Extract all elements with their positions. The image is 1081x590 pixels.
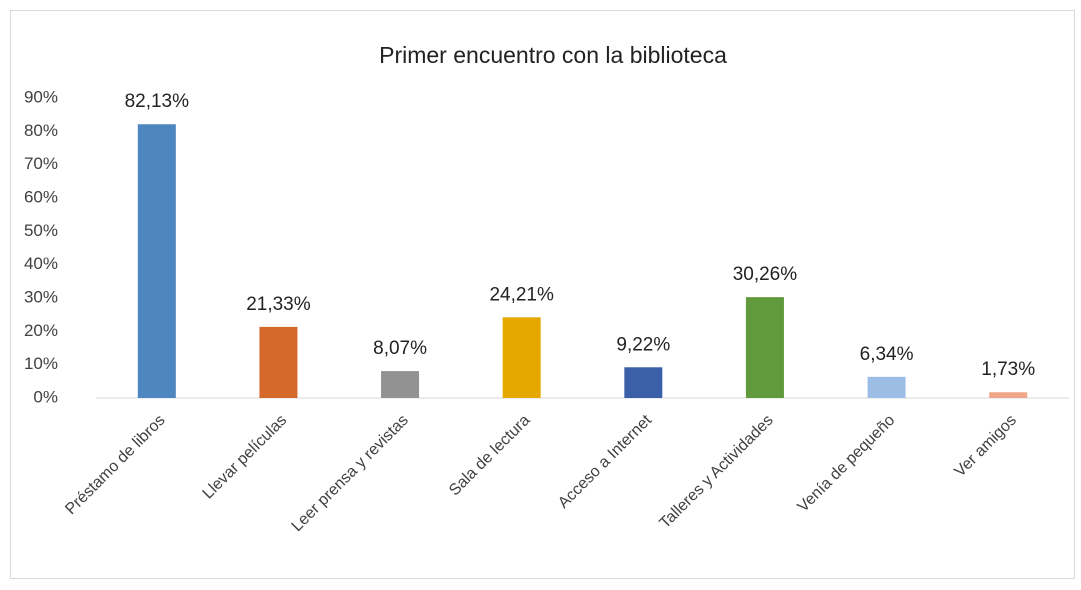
data-label: 1,73% bbox=[981, 359, 1035, 380]
y-tick-label: 70% bbox=[24, 154, 58, 173]
bar bbox=[867, 376, 906, 398]
y-tick-label: 0% bbox=[33, 387, 58, 406]
y-tick-label: 30% bbox=[24, 287, 58, 306]
y-tick-label: 20% bbox=[24, 321, 58, 340]
data-label: 24,21% bbox=[489, 284, 554, 305]
bar bbox=[745, 297, 784, 398]
chart-border bbox=[10, 10, 1075, 579]
bar bbox=[989, 392, 1028, 398]
data-label: 30,26% bbox=[733, 264, 798, 285]
data-label: 9,22% bbox=[616, 334, 670, 355]
bar bbox=[381, 371, 420, 398]
data-label: 8,07% bbox=[373, 338, 427, 359]
data-label: 6,34% bbox=[860, 344, 914, 365]
y-tick-label: 80% bbox=[24, 121, 58, 140]
bar bbox=[137, 124, 176, 398]
y-tick-label: 50% bbox=[24, 221, 58, 240]
bar bbox=[502, 317, 541, 398]
y-tick-label: 90% bbox=[24, 87, 58, 106]
bar bbox=[259, 326, 298, 398]
data-label: 82,13% bbox=[125, 91, 190, 112]
y-tick-label: 40% bbox=[24, 254, 58, 273]
y-tick-label: 10% bbox=[24, 354, 58, 373]
data-label: 21,33% bbox=[246, 294, 311, 315]
bar bbox=[624, 367, 663, 398]
chart-title: Primer encuentro con la biblioteca bbox=[379, 42, 727, 68]
y-tick-label: 60% bbox=[24, 187, 58, 206]
